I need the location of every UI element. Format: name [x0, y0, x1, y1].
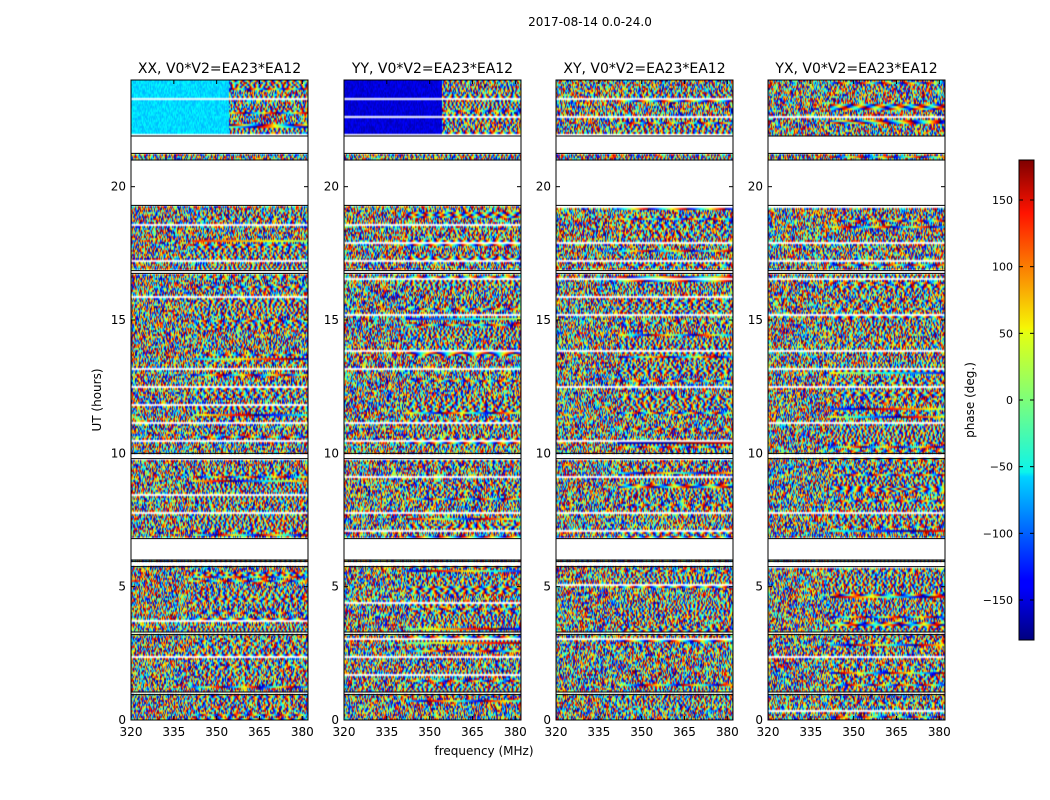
x-tick-label: 380 [716, 725, 739, 739]
x-tick-label: 365 [673, 725, 696, 739]
x-tick-label: 335 [799, 725, 822, 739]
y-tick-label: 10 [536, 446, 551, 460]
y-tick-label: 5 [331, 580, 339, 594]
colorbar-tick-label: −150 [983, 594, 1013, 607]
colorbar-tick-label: −50 [990, 461, 1013, 474]
x-tick-label: 380 [928, 725, 951, 739]
panel-title: XX, V0*V2=EA23*EA12 [138, 61, 301, 77]
axes-frame [555, 79, 734, 721]
colorbar: 150 100 50 0 −50 −100 −150 phase (deg.) [963, 159, 1035, 641]
panel-xx: XX, V0*V2=EA23*EA12 320 335 350 365 380 0 5 10 15… [111, 61, 314, 739]
x-tick-label: 350 [205, 725, 228, 739]
y-tick-label: 10 [324, 446, 339, 460]
panel-yx: YX, V0*V2=EA23*EA12 320 335 350 365 380 0 5 10 15… [748, 61, 951, 739]
colorbar-tick-label: −100 [983, 527, 1013, 540]
axes-frame [130, 79, 309, 721]
y-tick-label: 5 [118, 580, 126, 594]
y-axis-label: UT (hours) [90, 368, 104, 431]
x-tick-label: 365 [885, 725, 908, 739]
colorbar-tick-label: 100 [992, 261, 1013, 274]
x-tick-label: 335 [375, 725, 398, 739]
heatmap-yx [768, 80, 945, 720]
x-tick-label: 320 [757, 725, 780, 739]
y-tick-label: 0 [331, 713, 339, 727]
x-tick-label: 350 [418, 725, 441, 739]
y-tick-label: 0 [118, 713, 126, 727]
y-tick-label: 15 [748, 313, 763, 327]
colorbar-label: phase (deg.) [963, 362, 977, 438]
x-tick-label: 320 [545, 725, 568, 739]
y-tick-label: 15 [536, 313, 551, 327]
axes-frame [767, 79, 946, 721]
y-tick-label: 15 [324, 313, 339, 327]
heatmap-xy [556, 80, 733, 720]
x-tick-label: 320 [333, 725, 356, 739]
y-tick-label: 15 [111, 313, 126, 327]
x-tick-label: 380 [504, 725, 527, 739]
panel-xy: XY, V0*V2=EA23*EA12 320 335 350 365 380 0 5 10 15… [536, 61, 739, 739]
x-tick-label: 350 [630, 725, 653, 739]
colorbar-tick-label: 50 [999, 327, 1013, 340]
x-tick-label: 320 [120, 725, 143, 739]
y-tick-label: 0 [543, 713, 551, 727]
y-tick-label: 10 [748, 446, 763, 460]
panel-yy: YY, V0*V2=EA23*EA12 320 335 350 365 380 0 5 10 15… [324, 61, 527, 739]
x-axis-label: frequency (MHz) [434, 744, 533, 758]
panel-title: YY, V0*V2=EA23*EA12 [351, 61, 513, 77]
x-tick-label: 380 [291, 725, 314, 739]
x-tick-label: 335 [162, 725, 185, 739]
axes-frame [343, 79, 522, 721]
y-tick-label: 20 [748, 180, 763, 194]
y-tick-label: 20 [111, 180, 126, 194]
y-tick-label: 0 [755, 713, 763, 727]
panel-title: XY, V0*V2=EA23*EA12 [563, 61, 725, 77]
heatmap-xx [131, 80, 308, 720]
y-tick-label: 5 [543, 580, 551, 594]
y-tick-label: 10 [111, 446, 126, 460]
x-tick-label: 350 [842, 725, 865, 739]
x-tick-label: 335 [587, 725, 610, 739]
x-tick-label: 365 [248, 725, 271, 739]
y-tick-label: 5 [755, 580, 763, 594]
x-tick-label: 365 [461, 725, 484, 739]
colorbar-tick-label: 150 [992, 194, 1013, 207]
colorbar-tick-label: 0 [1006, 394, 1013, 407]
heatmap-yy [344, 80, 521, 720]
y-tick-label: 20 [324, 180, 339, 194]
panel-title: YX, V0*V2=EA23*EA12 [774, 61, 937, 77]
y-tick-label: 20 [536, 180, 551, 194]
figure-suptitle: 2017-08-14 0.0-24.0 [528, 15, 652, 29]
